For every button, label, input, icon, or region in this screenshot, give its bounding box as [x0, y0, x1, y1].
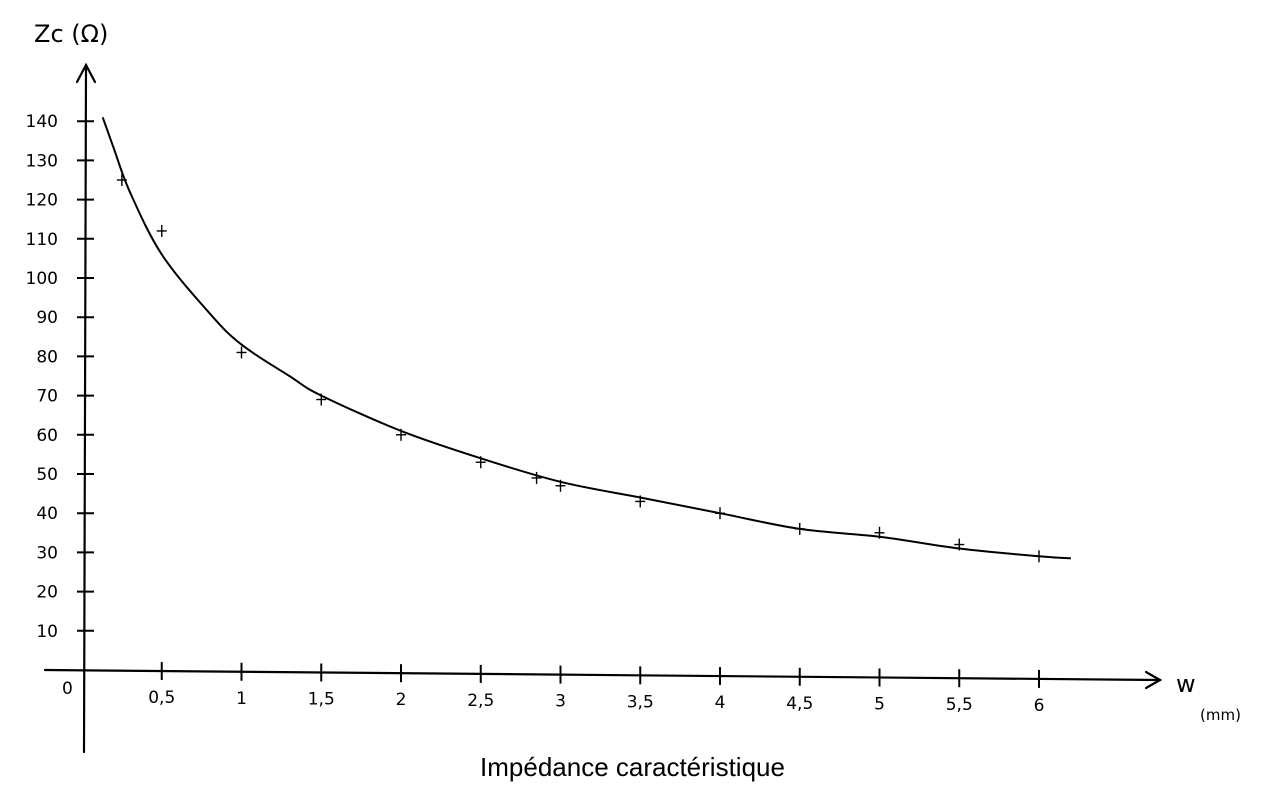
x-axis-arrowhead [1144, 670, 1163, 690]
y-axis-arrowhead [75, 62, 97, 84]
x-tick-label: 1 [236, 689, 247, 709]
y-tick-label: 140 [26, 112, 58, 132]
origin-label: 0 [62, 679, 73, 699]
data-point [531, 471, 542, 484]
x-tick-label: 2,5 [467, 691, 494, 711]
y-tick-label: 50 [36, 465, 58, 485]
x-tick-label: 3,5 [627, 692, 654, 712]
x-tick-label: 4 [715, 693, 726, 713]
data-point [316, 393, 327, 406]
y-tick-label: 100 [26, 269, 58, 289]
y-tick-label: 120 [26, 191, 58, 211]
x-tick-label: 2 [396, 690, 407, 710]
data-point [396, 428, 406, 441]
x-tick-label: 6 [1034, 696, 1045, 716]
data-point-markers [116, 174, 1044, 563]
data-point [1034, 550, 1044, 563]
x-tick-label: 3 [555, 692, 566, 712]
data-point [475, 456, 486, 469]
x-tick-label: 1,5 [308, 689, 335, 709]
data-point [236, 346, 247, 359]
x-tick-label: 4,5 [786, 694, 813, 714]
x-axis-unit: (mm) [1200, 706, 1241, 724]
data-point [635, 495, 646, 508]
data-point [715, 507, 725, 520]
data-point [156, 224, 167, 237]
y-tick-label: 10 [36, 622, 58, 642]
fitted-curve [101, 116, 1071, 560]
x-tick-label: 0,5 [148, 688, 175, 708]
x-tick-label: 5 [874, 694, 885, 714]
data-point [794, 522, 805, 535]
x-ticks: 0,5 1 1,5 2 2,5 3 3,5 4 4,5 5 5,5 6 [148, 662, 1044, 716]
y-tick-label: 60 [36, 426, 58, 446]
data-point [954, 538, 965, 551]
data-point [116, 174, 127, 186]
y-ticks: 10 20 30 40 50 60 70 80 90 100 110 120 130 140 [26, 112, 94, 642]
x-axis-title: w [1176, 670, 1196, 698]
y-tick-label: 30 [36, 543, 58, 563]
y-axis [82, 63, 88, 754]
y-tick-label: 80 [36, 347, 58, 367]
chart-caption: Impédance caractéristique [480, 752, 785, 782]
y-tick-label: 110 [26, 230, 58, 250]
axes [43, 62, 1163, 754]
y-tick-label: 130 [26, 151, 58, 171]
y-tick-label: 90 [36, 308, 58, 328]
y-tick-label: 40 [36, 504, 58, 524]
y-axis-title: Zc (Ω) [34, 20, 108, 48]
x-tick-label: 5,5 [946, 695, 973, 715]
data-point [555, 479, 566, 492]
data-point [874, 526, 885, 539]
y-tick-label: 20 [36, 583, 58, 603]
x-axis [43, 668, 1162, 682]
y-tick-label: 70 [36, 387, 58, 407]
